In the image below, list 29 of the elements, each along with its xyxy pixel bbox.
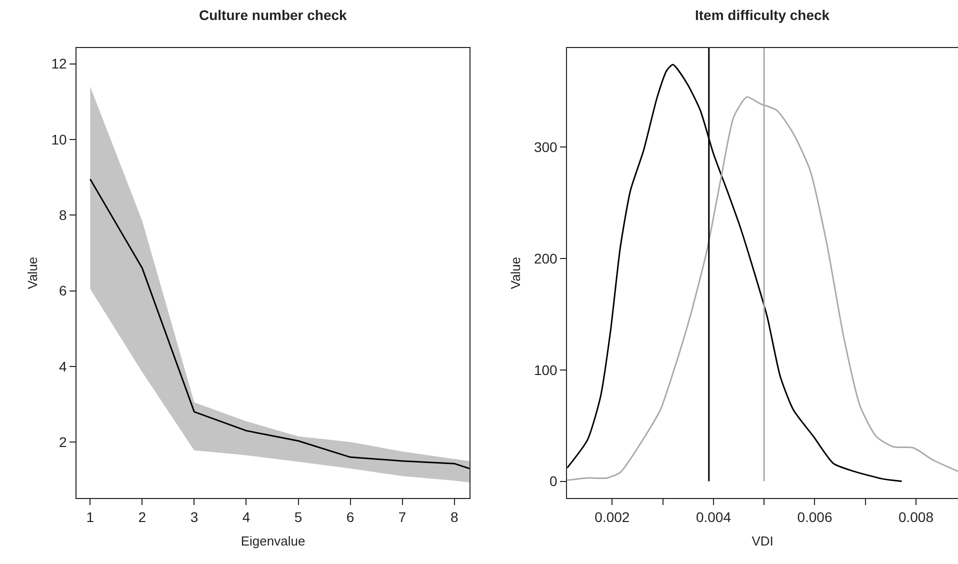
y-tick-label: 12 bbox=[51, 56, 68, 72]
x-axis-title: VDI bbox=[752, 533, 774, 548]
chart-title: Item difficulty check bbox=[695, 7, 830, 23]
x-axis-title: Eigenvalue bbox=[240, 533, 306, 548]
x-tick-label: 0.004 bbox=[696, 508, 732, 525]
x-tick-label: 0.008 bbox=[898, 508, 934, 525]
y-tick-label: 4 bbox=[59, 358, 68, 374]
x-tick-label: 2 bbox=[138, 508, 146, 525]
x-tick-label: 7 bbox=[398, 508, 406, 525]
y-tick-label: 2 bbox=[59, 434, 68, 450]
y-tick-label: 10 bbox=[51, 131, 68, 148]
y-tick-label: 200 bbox=[534, 250, 558, 266]
x-tick-label: 5 bbox=[294, 508, 302, 525]
x-tick-label: 0.002 bbox=[594, 508, 630, 525]
line-series bbox=[89, 178, 470, 470]
x-tick-label: 4 bbox=[242, 508, 250, 525]
x-tick-label: 1 bbox=[86, 508, 94, 525]
y-tick-label: 0 bbox=[550, 473, 558, 490]
x-tick-label: 0.006 bbox=[797, 508, 832, 525]
x-tick-label: 3 bbox=[190, 508, 198, 525]
x-tick-label: 6 bbox=[346, 508, 354, 525]
y-axis-title: Value bbox=[508, 256, 523, 290]
x-tick-label: 8 bbox=[450, 508, 458, 525]
y-axis-title: Value bbox=[25, 256, 40, 290]
y-tick-label: 300 bbox=[534, 138, 558, 155]
y-tick-label: 100 bbox=[534, 362, 558, 378]
y-tick-label: 8 bbox=[59, 207, 68, 224]
y-tick-label: 6 bbox=[59, 282, 68, 299]
chart-title: Culture number check bbox=[199, 7, 348, 23]
